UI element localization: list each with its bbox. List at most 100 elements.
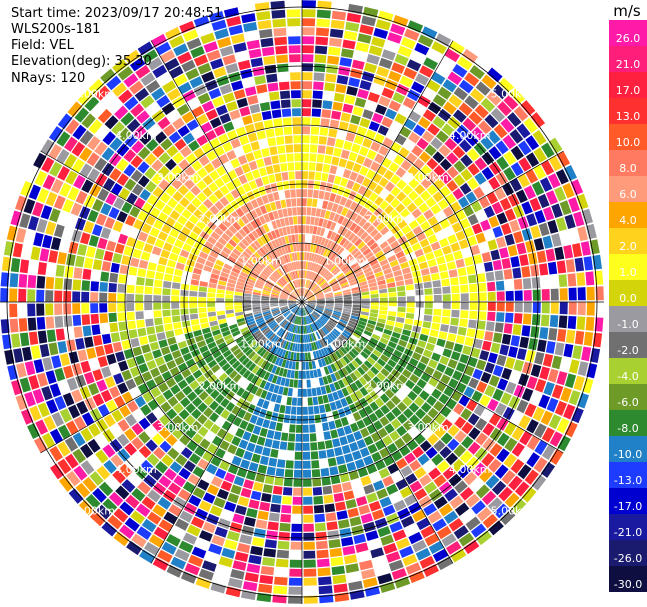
range-gate [371, 263, 381, 270]
range-gate [402, 420, 414, 431]
range-gate [344, 453, 354, 463]
range-gate [330, 19, 345, 30]
range-gate [416, 137, 429, 150]
range-gate [535, 378, 547, 393]
range-gate [332, 243, 339, 252]
range-gate [339, 279, 348, 285]
range-gate [363, 157, 373, 168]
range-gate [513, 231, 524, 244]
range-gate [465, 493, 480, 508]
range-gate [302, 335, 305, 343]
range-gate [322, 394, 329, 404]
range-gate [360, 513, 373, 524]
range-gate [505, 290, 514, 301]
range-gate [383, 169, 394, 181]
range-gate [302, 308, 304, 316]
range-gate [376, 322, 385, 328]
range-gate [321, 109, 332, 119]
range-gate [509, 219, 521, 233]
range-gate [274, 366, 281, 375]
range-gate [325, 249, 332, 258]
range-gate [394, 113, 407, 125]
range-gate [371, 333, 381, 341]
range-gate [308, 300, 316, 302]
range-gate [306, 306, 312, 313]
range-gate [442, 294, 451, 302]
range-gate [451, 293, 460, 302]
range-gate [564, 214, 576, 229]
range-gate [397, 307, 406, 313]
range-gate [351, 478, 362, 489]
range-gate [539, 124, 555, 141]
colorbar-tick: 4.0 [619, 214, 637, 227]
range-gate [374, 196, 384, 206]
range-gate [500, 222, 512, 235]
range-gate [384, 324, 394, 331]
range-gate [264, 381, 271, 391]
range-gate [310, 442, 318, 451]
range-gate [377, 341, 387, 349]
range-gate [355, 342, 365, 350]
range-gate [370, 141, 381, 152]
range-gate [361, 177, 372, 188]
range-gate [326, 322, 334, 330]
range-gate [346, 272, 355, 279]
range-gate [290, 532, 302, 541]
range-gate [310, 272, 315, 280]
range-gate [288, 595, 302, 604]
range-gate [241, 525, 254, 536]
range-gate [316, 297, 325, 300]
range-gate [545, 190, 558, 205]
range-gate [488, 413, 501, 426]
range-gate [303, 307, 305, 316]
range-gate [319, 404, 326, 414]
range-gate [541, 289, 550, 301]
range-gate [311, 235, 316, 244]
range-gate [217, 488, 229, 500]
colorbar-tick: 13.0 [616, 110, 641, 123]
range-gate [339, 196, 348, 206]
range-gate [379, 302, 388, 306]
range-gate [539, 177, 553, 192]
range-gate [404, 494, 417, 507]
range-gate [352, 163, 362, 173]
range-gate [431, 322, 441, 331]
range-gate [392, 245, 403, 254]
range-gate [343, 308, 352, 313]
range-gate [293, 478, 302, 487]
range-gate [510, 162, 524, 177]
range-gate [442, 309, 451, 317]
range-gate [310, 313, 317, 321]
range-gate [361, 291, 370, 296]
range-gate [342, 545, 356, 556]
range-gate [313, 322, 318, 331]
range-gate [341, 444, 351, 455]
range-gate [461, 421, 474, 435]
range-gate [514, 313, 523, 324]
range-gate [479, 394, 491, 407]
range-gate [290, 370, 295, 379]
range-gate [513, 278, 523, 290]
range-gate [582, 378, 594, 394]
range-gate [435, 64, 451, 78]
range-gate [336, 205, 344, 215]
range-gate [259, 369, 267, 379]
range-gate [384, 272, 394, 279]
range-gate [294, 343, 298, 352]
range-gate [306, 316, 311, 324]
range-gate [214, 526, 228, 538]
range-gate [306, 370, 310, 379]
range-gate [440, 406, 452, 418]
range-gate [324, 439, 333, 449]
range-gate [322, 286, 331, 291]
range-gate [323, 347, 329, 356]
range-gate [320, 282, 328, 288]
range-gate [349, 222, 358, 232]
range-gate [315, 307, 324, 312]
range-gate [423, 281, 432, 289]
range-gate [338, 121, 349, 131]
range-gate [313, 189, 319, 199]
range-gate [289, 324, 294, 332]
range-gate [530, 364, 542, 378]
range-gate [387, 32, 403, 44]
